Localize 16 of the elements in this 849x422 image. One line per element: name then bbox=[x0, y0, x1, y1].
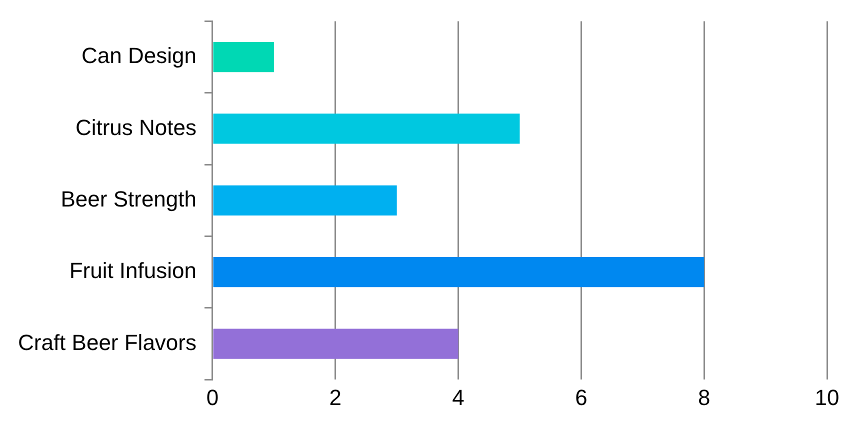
bar bbox=[213, 114, 520, 144]
bar bbox=[213, 328, 458, 359]
x-tick-label: 0 bbox=[206, 384, 219, 410]
x-tick-label: 6 bbox=[575, 384, 588, 410]
y-tick-label: Craft Beer Flavors bbox=[18, 330, 196, 355]
x-tick-label: 2 bbox=[329, 384, 342, 410]
x-tick-label: 4 bbox=[452, 384, 464, 410]
x-tick-label: 10 bbox=[814, 384, 840, 410]
x-tick-label: 8 bbox=[698, 384, 710, 410]
y-tick-label: Can Design bbox=[82, 43, 196, 68]
y-tick-label: Citrus Notes bbox=[75, 114, 196, 140]
y-tick-label: Fruit Infusion bbox=[69, 258, 196, 284]
y-tick-label: Beer Strength bbox=[60, 186, 196, 212]
bar bbox=[213, 185, 397, 216]
bar bbox=[213, 257, 704, 288]
bar bbox=[213, 42, 274, 72]
